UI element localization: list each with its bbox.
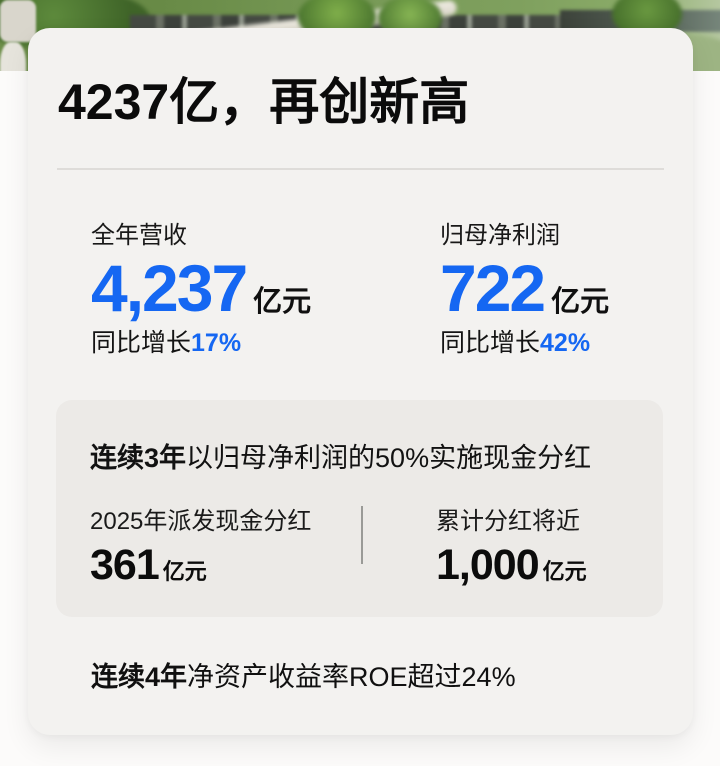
growth-prefix: 同比增长 [91, 329, 192, 357]
stat-unit: 亿元 [253, 286, 312, 318]
stat-label: 全年营收 [91, 222, 187, 249]
stat-value-row: 4,237 亿元 [91, 251, 440, 325]
dividend-title-bold: 连续3年 [90, 443, 187, 473]
page-title: 4237亿，再创新高 [58, 74, 470, 130]
dividend-box-title: 连续3年以归母净利润的50%实施现金分红 [90, 440, 663, 476]
dividend-2025-value: 361 [90, 541, 160, 589]
stat-value-row: 722 亿元 [440, 251, 664, 325]
growth-percent: 42% [540, 329, 591, 357]
horizontal-divider [57, 168, 664, 170]
dividend-label: 累计分红将近 [436, 508, 580, 535]
roe-footnote: 连续4年净资产收益率ROE超过24% [57, 659, 664, 695]
stat-growth: 同比增长17% [91, 326, 440, 360]
white-sculpture [0, 42, 26, 71]
growth-prefix: 同比增长 [440, 329, 541, 357]
dividend-value-row: 361 亿元 [90, 541, 436, 589]
growth-percent: 17% [191, 329, 242, 357]
revenue-value: 4,237 [91, 251, 248, 325]
dividend-unit: 亿元 [542, 559, 587, 584]
roe-footnote-rest: 净资产收益率ROE超过24% [187, 662, 516, 692]
white-sculpture [0, 0, 36, 42]
results-card: 4237亿，再创新高 全年营收 4,237 亿元 同比增长17% 归母净利润 7… [28, 28, 693, 735]
dividend-info-box: 连续3年以归母净利润的50%实施现金分红 2025年派发现金分红 361 亿元 … [56, 400, 663, 617]
roe-footnote-bold: 连续4年 [91, 662, 188, 692]
revenue-stat: 全年营收 4,237 亿元 同比增长17% [91, 220, 440, 360]
vertical-divider [361, 506, 363, 564]
stat-unit: 亿元 [551, 286, 610, 318]
dividend-label: 2025年派发现金分红 [90, 508, 312, 535]
dividend-2025-stat: 2025年派发现金分红 361 亿元 [90, 506, 436, 589]
dividend-stats-row: 2025年派发现金分红 361 亿元 累计分红将近 1,000 亿元 [90, 506, 663, 589]
headline-stats-row: 全年营收 4,237 亿元 同比增长17% 归母净利润 722 亿元 同比增长4… [57, 220, 664, 360]
stat-growth: 同比增长42% [440, 326, 664, 360]
dividend-value-row: 1,000 亿元 [436, 541, 663, 589]
dividend-unit: 亿元 [162, 559, 207, 584]
dividend-title-rest: 以归母净利润的50%实施现金分红 [186, 443, 592, 473]
net-profit-stat: 归母净利润 722 亿元 同比增长42% [440, 220, 664, 360]
net-profit-value: 722 [440, 251, 546, 325]
dividend-cumulative-stat: 累计分红将近 1,000 亿元 [436, 506, 663, 589]
stat-label: 归母净利润 [440, 222, 560, 249]
dividend-cumulative-value: 1,000 [436, 541, 540, 589]
